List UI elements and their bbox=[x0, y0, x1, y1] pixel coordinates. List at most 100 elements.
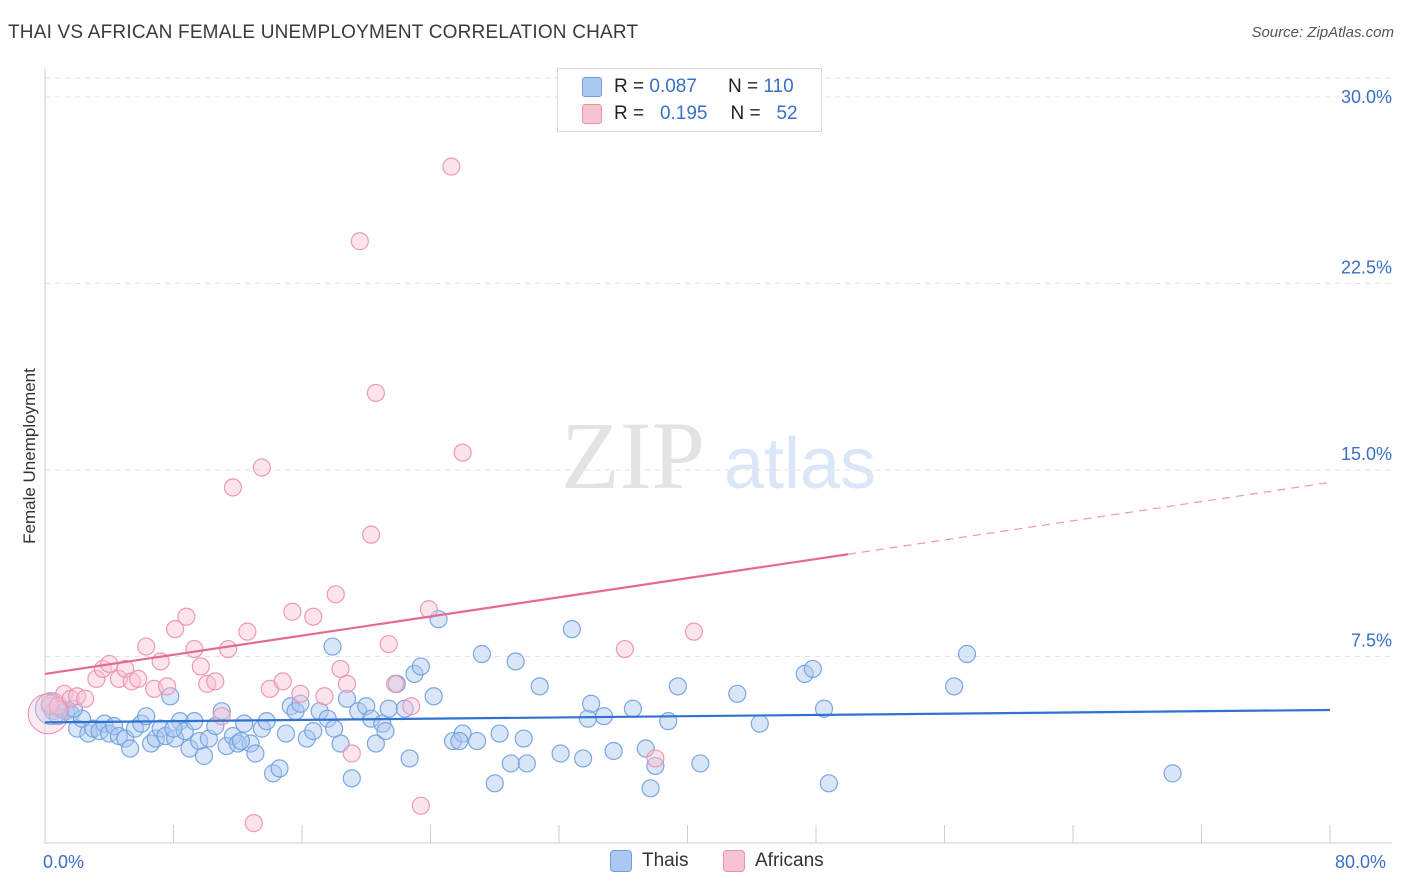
series-africans-points bbox=[27, 157, 704, 833]
thais-point bbox=[270, 759, 289, 778]
thais-point bbox=[337, 689, 357, 708]
africans-point bbox=[615, 639, 634, 659]
thais-point bbox=[514, 729, 533, 748]
africans-point bbox=[252, 458, 271, 477]
thais-point bbox=[276, 724, 296, 743]
legend-n-value: 110 bbox=[763, 76, 794, 97]
thais-point bbox=[604, 741, 623, 761]
africans-point bbox=[157, 677, 177, 696]
thais-point bbox=[957, 644, 977, 664]
thais-point bbox=[342, 769, 361, 788]
y-tick-labels: 7.5% 15.0% 22.5% 30.0% bbox=[1341, 87, 1392, 651]
thais-point bbox=[472, 644, 491, 664]
thais-point bbox=[194, 746, 214, 766]
legend-r-value: 0.195 bbox=[659, 103, 708, 124]
thais-point bbox=[467, 731, 487, 751]
legend-n-label: N = bbox=[730, 103, 761, 124]
series-thais-points bbox=[34, 610, 1182, 798]
africans-point bbox=[291, 684, 310, 703]
gridlines bbox=[45, 77, 1392, 657]
thais-point bbox=[814, 699, 834, 718]
series-legend: Thais Africans bbox=[0, 850, 1406, 878]
thais-point bbox=[68, 719, 87, 738]
legend-swatch-africans bbox=[723, 850, 745, 872]
africans-point bbox=[129, 669, 148, 688]
thais-point bbox=[235, 714, 254, 733]
thais-point bbox=[659, 712, 678, 731]
africans-point bbox=[206, 672, 225, 691]
thais-point bbox=[228, 734, 247, 753]
africans-point bbox=[646, 749, 665, 768]
legend-swatch-thais bbox=[582, 77, 602, 97]
africans-point bbox=[177, 607, 196, 626]
thais-point bbox=[728, 684, 747, 703]
legend-item-thais[interactable]: Thais bbox=[610, 850, 688, 872]
africans-point bbox=[361, 525, 381, 544]
africans-point bbox=[411, 796, 430, 815]
thais-point bbox=[750, 714, 769, 733]
thais-point bbox=[691, 754, 710, 773]
africans-point bbox=[337, 674, 357, 693]
thais-point bbox=[231, 731, 251, 751]
thais-point bbox=[506, 652, 525, 671]
thais-point bbox=[573, 749, 593, 768]
thais-point bbox=[291, 694, 310, 713]
thais-point bbox=[121, 739, 140, 758]
thais-point bbox=[582, 694, 601, 713]
x-tick-label-max: 80.0% bbox=[1335, 852, 1387, 872]
thais-point bbox=[485, 774, 504, 793]
africans-point bbox=[350, 232, 369, 251]
africans-point bbox=[684, 622, 704, 641]
africans-point bbox=[379, 634, 398, 654]
thais-point bbox=[405, 664, 424, 684]
trend-line-africans bbox=[44, 553, 849, 675]
thais-point bbox=[175, 721, 194, 741]
stats-legend: R = 0.087 N = 110 R = 0.195 N = 52 bbox=[557, 68, 822, 132]
thais-point bbox=[623, 699, 642, 718]
thais-point bbox=[164, 719, 183, 738]
africans-point bbox=[238, 622, 257, 641]
thais-point bbox=[636, 739, 655, 758]
x-tick-label-min: 0.0% bbox=[43, 852, 85, 872]
legend-item-africans[interactable]: Africans bbox=[723, 850, 824, 872]
thais-point bbox=[400, 749, 419, 768]
africans-point bbox=[137, 637, 156, 656]
thais-point bbox=[443, 731, 463, 751]
y-tick-label: 7.5% bbox=[1351, 631, 1392, 651]
thais-point bbox=[161, 687, 180, 706]
africans-point bbox=[326, 585, 345, 604]
africans-point bbox=[185, 639, 204, 659]
thais-point bbox=[803, 659, 822, 679]
trend-line-thais bbox=[44, 708, 1331, 724]
chart-title: THAI VS AFRICAN FEMALE UNEMPLOYMENT CORR… bbox=[8, 22, 639, 43]
zipatlas-watermark: ZIP atlas bbox=[561, 402, 876, 509]
thais-point bbox=[424, 687, 443, 706]
thais-point bbox=[366, 734, 385, 753]
thais-point bbox=[530, 677, 549, 696]
thais-point bbox=[180, 739, 199, 758]
legend-r-value: 0.087 bbox=[649, 76, 697, 97]
thais-point bbox=[325, 719, 344, 738]
thais-point bbox=[323, 637, 342, 656]
thais-point bbox=[217, 736, 236, 756]
thais-point bbox=[411, 657, 430, 676]
thais-point bbox=[641, 779, 660, 798]
thais-point bbox=[819, 774, 838, 793]
africans-point bbox=[223, 478, 243, 497]
africans-point bbox=[283, 602, 302, 621]
thais-point bbox=[490, 724, 509, 743]
thais-point bbox=[578, 709, 598, 728]
trend-line-africans-extrapolated bbox=[848, 481, 1331, 555]
thais-point bbox=[945, 677, 964, 696]
africans-point bbox=[219, 639, 238, 659]
source-credit: Source: ZipAtlas.com bbox=[1251, 24, 1394, 41]
africans-point bbox=[244, 814, 263, 833]
legend-row-africans: R = 0.195 N = 52 bbox=[582, 102, 798, 126]
watermark-zip: ZIP bbox=[561, 402, 705, 509]
thais-point bbox=[116, 729, 135, 748]
thais-point bbox=[1163, 764, 1182, 783]
legend-r-label: R = bbox=[614, 76, 645, 97]
legend-n-label: N = bbox=[727, 76, 759, 97]
thais-point bbox=[246, 744, 265, 763]
